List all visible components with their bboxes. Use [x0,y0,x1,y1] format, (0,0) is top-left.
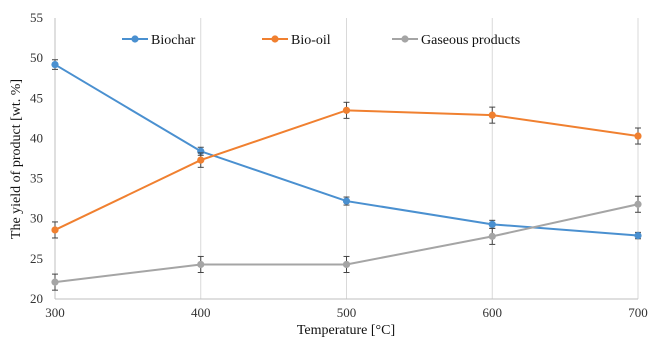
data-point [51,226,59,234]
data-point [488,220,496,228]
series-1 [51,101,642,239]
legend-label: Bio-oil [291,33,331,48]
legend: Biochar Bio-oil Gaseous products [122,33,520,48]
series-2 [51,195,642,291]
legend-item-1: Bio-oil [262,33,331,48]
y-tick-label: 35 [30,171,43,186]
y-tick-label: 45 [30,90,43,105]
x-axis-title: Temperature [°C] [297,323,395,338]
y-axis-title: The yield of product [wt. %] [9,79,24,239]
y-tick-label: 40 [30,130,43,145]
data-point [51,278,59,286]
legend-swatch-marker [131,35,139,43]
x-tick-label: 700 [628,305,648,320]
data-point [342,197,351,205]
data-point [51,60,59,69]
y-tick-label: 25 [30,251,43,266]
data-point [342,260,351,269]
data-point [634,132,642,140]
x-tick-label: 600 [483,305,503,320]
legend-swatch-marker [401,35,409,43]
data-point [488,111,496,119]
legend-label: Gaseous products [421,33,520,48]
data-point [342,106,351,114]
legend-item-0: Biochar [122,33,196,48]
data-point [197,156,205,164]
legend-swatch-marker [271,35,279,43]
y-tick-label: 20 [30,291,43,306]
series-layer [51,59,642,291]
x-tick-label: 300 [45,305,65,320]
x-tick-label: 500 [337,305,357,320]
legend-label: Biochar [151,33,196,48]
y-tick-label: 50 [30,50,43,65]
x-tick-label: 400 [191,305,211,320]
y-tick-label: 30 [30,211,43,226]
data-point [634,200,642,208]
legend-item-2: Gaseous products [392,33,520,48]
data-point [634,231,642,240]
axes: 300 400 500 600 700 20 25 30 35 40 45 50 55 [30,10,648,320]
data-point [197,260,205,269]
data-point [488,232,496,240]
y-tick-label: 55 [30,10,43,25]
